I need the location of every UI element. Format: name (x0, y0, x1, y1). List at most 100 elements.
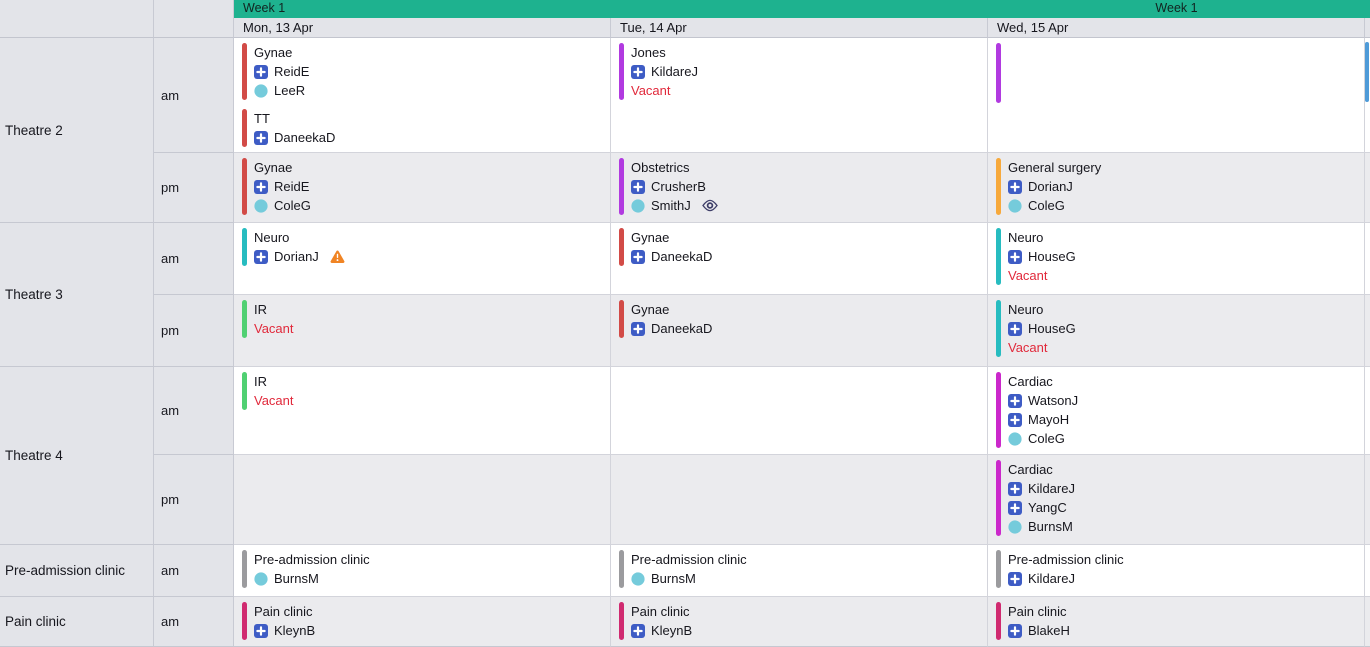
shift-block[interactable]: Cardiac WatsonJ MayoH ColeG (996, 372, 1360, 448)
staff-assignment[interactable]: BlakeH (1008, 621, 1070, 640)
visibility-icon[interactable] (701, 199, 718, 212)
schedule-cell[interactable]: Pain clinic KleynB (234, 597, 611, 647)
staff-assignment[interactable]: KildareJ (1008, 479, 1075, 498)
vacant-label[interactable]: Vacant (1008, 340, 1048, 355)
staff-assignment[interactable]: DorianJ (1008, 177, 1101, 196)
shift-block[interactable]: Pain clinic BlakeH (996, 602, 1360, 640)
vacant-label[interactable]: Vacant (254, 393, 294, 408)
shift-block[interactable]: Gynae DaneekaD (619, 300, 983, 338)
schedule-cell[interactable]: IR Vacant (234, 367, 611, 455)
staff-assignment[interactable]: KildareJ (631, 62, 698, 81)
session-label-am: am (154, 223, 234, 295)
shift-block[interactable]: Pre-admission clinic BurnsM (242, 550, 606, 588)
shift-block[interactable] (996, 43, 1360, 103)
schedule-cell[interactable]: General surgery DorianJ ColeG (988, 153, 1365, 223)
schedule-cell[interactable]: Cardiac WatsonJ MayoH ColeG (988, 367, 1365, 455)
staff-assignment[interactable]: HouseG (1008, 247, 1076, 266)
shift-block[interactable]: TT DaneekaD (242, 109, 606, 147)
shift-block[interactable]: IR Vacant (242, 372, 606, 410)
staff-assignment[interactable]: KleynB (254, 621, 315, 640)
schedule-cell[interactable]: Gynae DaneekaD (611, 223, 988, 295)
staff-assignment[interactable]: BurnsM (1008, 517, 1075, 536)
schedule-cell[interactable]: Pain clinic KleynB (611, 597, 988, 647)
plus-badge-icon (1008, 179, 1022, 194)
shift-block[interactable]: IR Vacant (242, 300, 606, 338)
session-row: am Gynae ReidE LeeR TT DaneekaD Jones KildareJ V… (154, 38, 1370, 153)
staff-assignment[interactable]: YangC (1008, 498, 1075, 517)
vacant-label[interactable]: Vacant (254, 321, 294, 336)
schedule-cell[interactable] (988, 38, 1365, 153)
schedule-cell[interactable]: Pre-admission clinic BurnsM (234, 545, 611, 597)
staff-assignment[interactable]: BurnsM (631, 569, 747, 588)
shift-block[interactable]: Obstetrics CrusherB SmithJ (619, 158, 983, 215)
shift-activity: General surgery (1008, 160, 1102, 175)
shift-block[interactable]: Neuro HouseG Vacant (996, 228, 1360, 285)
shift-block[interactable]: Pain clinic KleynB (619, 602, 983, 640)
plus-badge-icon (1008, 500, 1022, 515)
schedule-cell[interactable] (611, 455, 988, 545)
shift-activity: Pre-admission clinic (1008, 552, 1124, 567)
staff-assignment[interactable]: BurnsM (254, 569, 370, 588)
schedule-cell[interactable]: Cardiac KildareJ YangC BurnsM (988, 455, 1365, 545)
schedule-cell[interactable]: Jones KildareJ Vacant (611, 38, 988, 153)
warning-icon[interactable] (330, 250, 345, 263)
shift-block[interactable]: Pain clinic KleynB (242, 602, 606, 640)
staff-assignment[interactable]: CrusherB (631, 177, 718, 196)
dot-badge-icon (254, 83, 268, 98)
dot-badge-icon (631, 198, 645, 213)
schedule-cell[interactable]: IR Vacant (234, 295, 611, 367)
staff-assignment[interactable]: ReidE (254, 177, 311, 196)
schedule-cell[interactable] (234, 455, 611, 545)
shift-activity: Pain clinic (1008, 604, 1067, 619)
dot-badge-icon (1008, 519, 1022, 534)
staff-assignment[interactable]: DorianJ (254, 247, 345, 266)
schedule-cell[interactable]: Neuro HouseG Vacant (988, 295, 1365, 367)
schedule-cell[interactable]: Pre-admission clinic BurnsM (611, 545, 988, 597)
shift-block[interactable]: General surgery DorianJ ColeG (996, 158, 1360, 215)
vacant-label[interactable]: Vacant (631, 83, 671, 98)
shift-activity: Gynae (254, 160, 293, 175)
shift-block[interactable]: Neuro HouseG Vacant (996, 300, 1360, 357)
staff-assignment[interactable]: ColeG (1008, 196, 1101, 215)
shift-block[interactable]: Gynae ReidE ColeG (242, 158, 606, 215)
staff-assignment[interactable]: DaneekaD (631, 247, 712, 266)
staff-assignment[interactable]: KildareJ (1008, 569, 1124, 588)
schedule-cell[interactable]: Neuro HouseG Vacant (988, 223, 1365, 295)
schedule-cell[interactable]: Gynae ReidE LeeR TT DaneekaD (234, 38, 611, 153)
staff-assignment[interactable]: HouseG (1008, 319, 1076, 338)
week-banner: Week 1 Week 1 (234, 0, 1370, 18)
staff-assignment[interactable]: DaneekaD (254, 128, 335, 147)
vacant-label[interactable]: Vacant (1008, 268, 1048, 283)
schedule-cell[interactable]: Gynae DaneekaD (611, 295, 988, 367)
staff-assignment[interactable]: KleynB (631, 621, 692, 640)
shift-block[interactable]: Pre-admission clinic KildareJ (996, 550, 1360, 588)
resource-label-theatre-3: Theatre 3 (0, 223, 154, 367)
schedule-cell[interactable]: Gynae ReidE ColeG (234, 153, 611, 223)
schedule-cell[interactable]: Obstetrics CrusherB SmithJ (611, 153, 988, 223)
schedule-cell[interactable]: Pain clinic BlakeH (988, 597, 1365, 647)
shift-block[interactable]: Gynae DaneekaD (619, 228, 983, 266)
plus-badge-icon (1008, 249, 1022, 264)
schedule-cell[interactable]: Pre-admission clinic KildareJ (988, 545, 1365, 597)
staff-assignment[interactable]: ReidE (254, 62, 309, 81)
plus-badge-icon (631, 179, 645, 194)
shift-activity: Neuro (254, 230, 290, 245)
schedule-cell[interactable] (611, 367, 988, 455)
staff-assignment[interactable]: WatsonJ (1008, 391, 1078, 410)
staff-assignment[interactable]: ColeG (1008, 429, 1078, 448)
staff-assignment[interactable]: ColeG (254, 196, 311, 215)
shift-block[interactable]: Cardiac KildareJ YangC BurnsM (996, 460, 1360, 536)
staff-assignment[interactable]: LeeR (254, 81, 309, 100)
resource-group: Pre-admission clinic am Pre-admission clin… (0, 545, 1370, 597)
plus-badge-icon (254, 130, 268, 145)
shift-block[interactable]: Neuro DorianJ (242, 228, 606, 266)
shift-block[interactable]: Gynae ReidE LeeR (242, 43, 606, 100)
shift-block[interactable]: Pre-admission clinic BurnsM (619, 550, 983, 588)
staff-name: ColeG (1028, 198, 1065, 213)
staff-assignment[interactable]: MayoH (1008, 410, 1078, 429)
staff-assignment[interactable]: DaneekaD (631, 319, 712, 338)
schedule-cell[interactable]: Neuro DorianJ (234, 223, 611, 295)
staff-assignment[interactable]: SmithJ (631, 196, 718, 215)
staff-name: HouseG (1028, 249, 1076, 264)
shift-block[interactable]: Jones KildareJ Vacant (619, 43, 983, 100)
